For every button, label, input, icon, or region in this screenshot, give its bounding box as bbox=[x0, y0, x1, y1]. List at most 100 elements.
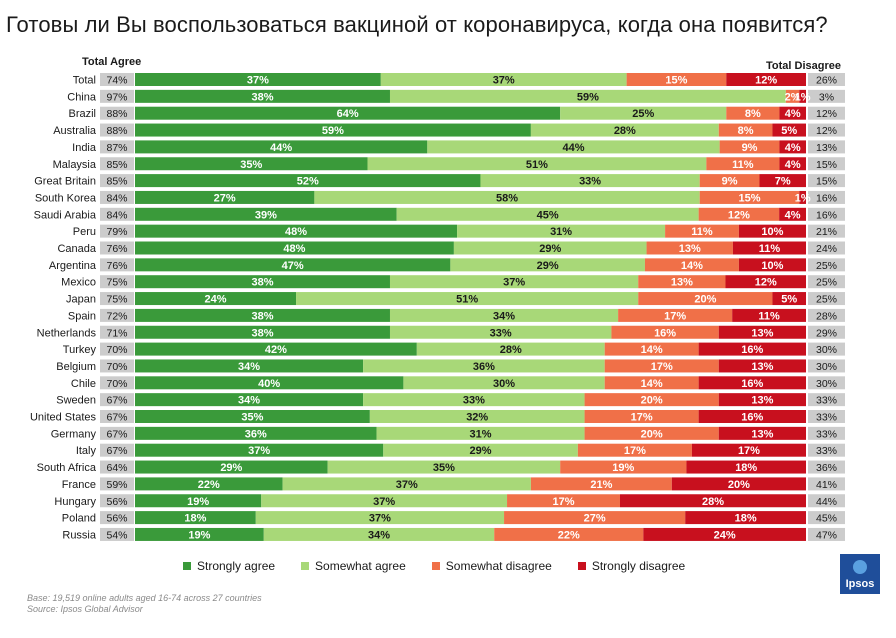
bar-somewhat-disagree-malaysia bbox=[706, 157, 780, 171]
total-disagree-value-total: 26% bbox=[816, 75, 837, 87]
total-disagree-value-china: 3% bbox=[819, 91, 834, 103]
total-disagree-value-poland: 45% bbox=[816, 513, 837, 525]
category-label-germany: Germany bbox=[51, 428, 97, 440]
total-agree-box-chile bbox=[100, 376, 134, 390]
total-disagree-box-argentina bbox=[808, 258, 845, 272]
bar-somewhat-agree-russia bbox=[263, 527, 495, 541]
category-label-south-africa: South Africa bbox=[37, 462, 97, 474]
total-disagree-value-germany: 33% bbox=[816, 428, 837, 440]
bar-label-strongly-agree-japan: 24% bbox=[205, 294, 227, 306]
bar-strongly-agree-france bbox=[135, 477, 283, 491]
total-agree-value-netherlands: 71% bbox=[106, 327, 127, 339]
bar-label-strongly-disagree-italy: 17% bbox=[738, 445, 760, 457]
bar-label-somewhat-agree-china: 59% bbox=[577, 91, 599, 103]
bar-label-somewhat-disagree-india: 9% bbox=[742, 142, 758, 154]
bar-label-somewhat-disagree-malaysia: 11% bbox=[732, 159, 754, 171]
total-disagree-box-south-africa bbox=[808, 460, 845, 474]
total-agree-value-japan: 75% bbox=[106, 294, 127, 306]
total-agree-value-hungary: 56% bbox=[106, 496, 127, 508]
bar-somewhat-agree-italy bbox=[383, 443, 578, 457]
bar-label-strongly-disagree-japan: 5% bbox=[781, 294, 797, 306]
total-agree-box-spain bbox=[100, 308, 134, 322]
legend-item-strongly-disagree: Strongly disagree bbox=[577, 559, 685, 573]
bar-label-somewhat-disagree-mexico: 13% bbox=[671, 277, 693, 289]
bar-label-somewhat-agree-spain: 34% bbox=[493, 310, 515, 322]
category-label-belgium: Belgium bbox=[56, 361, 96, 373]
bar-strongly-agree-mexico bbox=[135, 275, 390, 289]
bar-label-somewhat-disagree-china: 2% bbox=[785, 91, 801, 103]
total-agree-box-poland bbox=[100, 511, 134, 525]
bar-label-strongly-disagree-mexico: 12% bbox=[755, 277, 777, 289]
bar-somewhat-agree-japan bbox=[296, 292, 639, 306]
total-agree-box-italy bbox=[100, 443, 134, 457]
legend-item-somewhat-disagree: Somewhat disagree bbox=[431, 559, 552, 573]
bar-label-somewhat-disagree-south-africa: 19% bbox=[612, 462, 634, 474]
bar-label-somewhat-agree-netherlands: 33% bbox=[490, 327, 512, 339]
total-disagree-value-saudi-arabia: 16% bbox=[816, 209, 837, 221]
bar-label-strongly-disagree-argentina: 10% bbox=[761, 260, 783, 272]
category-label-brazil: Brazil bbox=[68, 108, 96, 120]
category-label-mexico: Mexico bbox=[61, 277, 96, 289]
bar-label-strongly-disagree-total: 12% bbox=[755, 75, 777, 87]
bar-strongly-disagree-china bbox=[799, 89, 806, 103]
bar-strongly-disagree-mexico bbox=[725, 275, 806, 289]
bar-label-strongly-disagree-chile: 16% bbox=[741, 378, 763, 390]
total-agree-box-china bbox=[100, 89, 134, 103]
bar-label-somewhat-agree-poland: 37% bbox=[369, 513, 391, 525]
bar-somewhat-disagree-brazil bbox=[726, 106, 780, 120]
total-agree-box-canada bbox=[100, 241, 134, 255]
total-disagree-value-brazil: 12% bbox=[816, 108, 837, 120]
bar-strongly-disagree-canada bbox=[732, 241, 806, 255]
bar-label-strongly-agree-india: 44% bbox=[270, 142, 292, 154]
bar-label-somewhat-disagree-great-britain: 9% bbox=[722, 176, 738, 188]
bar-somewhat-disagree-canada bbox=[646, 241, 733, 255]
bar-label-strongly-agree-turkey: 42% bbox=[265, 344, 287, 356]
bar-strongly-agree-russia bbox=[135, 527, 264, 541]
total-disagree-box-australia bbox=[808, 123, 845, 137]
category-label-france: France bbox=[62, 479, 96, 491]
bar-somewhat-disagree-south-korea bbox=[699, 190, 800, 204]
bar-somewhat-agree-france bbox=[282, 477, 531, 491]
total-agree-box-japan bbox=[100, 292, 134, 306]
bar-label-strongly-disagree-hungary: 28% bbox=[702, 496, 724, 508]
total-disagree-value-netherlands: 29% bbox=[816, 327, 837, 339]
total-disagree-box-malaysia bbox=[808, 157, 845, 171]
bar-label-somewhat-disagree-spain: 17% bbox=[664, 310, 686, 322]
category-label-saudi-arabia: Saudi Arabia bbox=[34, 209, 97, 221]
bar-label-somewhat-disagree-argentina: 14% bbox=[681, 260, 703, 272]
bar-label-somewhat-agree-chile: 30% bbox=[493, 378, 515, 390]
total-agree-value-france: 59% bbox=[106, 479, 127, 491]
bar-label-strongly-disagree-belgium: 13% bbox=[751, 361, 773, 373]
total-disagree-value-turkey: 30% bbox=[816, 344, 837, 356]
total-disagree-header: Total Disagree bbox=[766, 60, 841, 72]
bar-somewhat-disagree-peru bbox=[665, 224, 739, 238]
total-agree-box-malaysia bbox=[100, 157, 134, 171]
total-agree-value-south-korea: 84% bbox=[106, 192, 127, 204]
total-disagree-value-south-africa: 36% bbox=[816, 462, 837, 474]
category-label-canada: Canada bbox=[57, 243, 96, 255]
bar-label-somewhat-disagree-france: 21% bbox=[590, 479, 612, 491]
bar-strongly-disagree-chile bbox=[698, 376, 806, 390]
bar-label-somewhat-agree-south-korea: 58% bbox=[496, 192, 518, 204]
bar-strongly-disagree-germany bbox=[718, 426, 806, 440]
total-disagree-box-peru bbox=[808, 224, 845, 238]
bar-label-strongly-agree-poland: 18% bbox=[184, 513, 206, 525]
total-disagree-box-russia bbox=[808, 527, 845, 541]
bar-label-somewhat-agree-south-africa: 35% bbox=[433, 462, 455, 474]
category-label-hungary: Hungary bbox=[54, 496, 96, 508]
bar-label-somewhat-agree-japan: 51% bbox=[456, 294, 478, 306]
category-label-peru: Peru bbox=[73, 226, 96, 238]
bar-label-strongly-agree-mexico: 38% bbox=[251, 277, 273, 289]
category-label-turkey: Turkey bbox=[63, 344, 97, 356]
total-disagree-box-sweden bbox=[808, 393, 845, 407]
bar-label-strongly-disagree-spain: 11% bbox=[758, 310, 780, 322]
bar-label-somewhat-disagree-chile: 14% bbox=[641, 378, 663, 390]
total-agree-header: Total Agree bbox=[82, 56, 142, 68]
bar-strongly-agree-italy bbox=[135, 443, 384, 457]
total-disagree-value-india: 13% bbox=[816, 142, 837, 154]
total-agree-value-spain: 72% bbox=[106, 310, 127, 322]
total-agree-box-india bbox=[100, 140, 134, 154]
total-agree-value-saudi-arabia: 84% bbox=[106, 209, 127, 221]
category-label-south-korea: South Korea bbox=[35, 192, 97, 204]
bar-label-somewhat-agree-turkey: 28% bbox=[500, 344, 522, 356]
